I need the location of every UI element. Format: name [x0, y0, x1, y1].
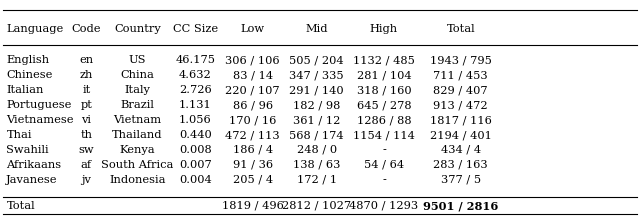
Text: 2.726: 2.726: [179, 85, 212, 95]
Text: Italian: Italian: [6, 85, 44, 95]
Text: 645 / 278: 645 / 278: [356, 100, 412, 110]
Text: 306 / 106: 306 / 106: [225, 56, 280, 65]
Text: zh: zh: [80, 70, 93, 80]
Text: 1132 / 485: 1132 / 485: [353, 56, 415, 65]
Text: Country: Country: [114, 24, 161, 34]
Text: 1819 / 496: 1819 / 496: [222, 201, 284, 211]
Text: 472 / 113: 472 / 113: [225, 130, 280, 140]
Text: Indonesia: Indonesia: [109, 175, 166, 185]
Text: 2194 / 401: 2194 / 401: [430, 130, 492, 140]
Text: 186 / 4: 186 / 4: [233, 145, 273, 155]
Text: -: -: [382, 175, 386, 185]
Text: vi: vi: [81, 115, 92, 125]
Text: 1154 / 114: 1154 / 114: [353, 130, 415, 140]
Text: 281 / 104: 281 / 104: [356, 70, 412, 80]
Text: Total: Total: [447, 24, 475, 34]
Text: Javanese: Javanese: [6, 175, 58, 185]
Text: th: th: [81, 130, 92, 140]
Text: 711 / 453: 711 / 453: [433, 70, 488, 80]
Text: 138 / 63: 138 / 63: [293, 160, 340, 170]
Text: 0.007: 0.007: [179, 160, 212, 170]
Text: Low: Low: [241, 24, 265, 34]
Text: Thai: Thai: [6, 130, 32, 140]
Text: 568 / 174: 568 / 174: [289, 130, 344, 140]
Text: 248 / 0: 248 / 0: [297, 145, 337, 155]
Text: 1.131: 1.131: [179, 100, 212, 110]
Text: 347 / 335: 347 / 335: [289, 70, 344, 80]
Text: 86 / 96: 86 / 96: [233, 100, 273, 110]
Text: 182 / 98: 182 / 98: [293, 100, 340, 110]
Text: 0.440: 0.440: [179, 130, 212, 140]
Text: Swahili: Swahili: [6, 145, 49, 155]
Text: en: en: [79, 56, 93, 65]
Text: pt: pt: [81, 100, 92, 110]
Text: 4870 / 1293: 4870 / 1293: [349, 201, 419, 211]
Text: US: US: [129, 56, 147, 65]
Text: Chinese: Chinese: [6, 70, 52, 80]
Text: 220 / 107: 220 / 107: [225, 85, 280, 95]
Text: 1943 / 795: 1943 / 795: [430, 56, 492, 65]
Text: Thailand: Thailand: [113, 130, 163, 140]
Text: South Africa: South Africa: [101, 160, 174, 170]
Text: English: English: [6, 56, 49, 65]
Text: 377 / 5: 377 / 5: [441, 175, 481, 185]
Text: -: -: [382, 145, 386, 155]
Text: 0.004: 0.004: [179, 175, 212, 185]
Text: 170 / 16: 170 / 16: [229, 115, 276, 125]
Text: Total: Total: [6, 201, 35, 211]
Text: China: China: [121, 70, 154, 80]
Text: it: it: [83, 85, 90, 95]
Text: 291 / 140: 291 / 140: [289, 85, 344, 95]
Text: Italy: Italy: [125, 85, 150, 95]
Text: 0.008: 0.008: [179, 145, 212, 155]
Text: 172 / 1: 172 / 1: [297, 175, 337, 185]
Text: Vietnam: Vietnam: [113, 115, 162, 125]
Text: 2812 / 1027: 2812 / 1027: [282, 201, 351, 211]
Text: 205 / 4: 205 / 4: [233, 175, 273, 185]
Text: 91 / 36: 91 / 36: [233, 160, 273, 170]
Text: jv: jv: [81, 175, 92, 185]
Text: 361 / 12: 361 / 12: [293, 115, 340, 125]
Text: 1.056: 1.056: [179, 115, 212, 125]
Text: 46.175: 46.175: [175, 56, 215, 65]
Text: 318 / 160: 318 / 160: [356, 85, 412, 95]
Text: Language: Language: [6, 24, 63, 34]
Text: Mid: Mid: [305, 24, 328, 34]
Text: 505 / 204: 505 / 204: [289, 56, 344, 65]
Text: 1286 / 88: 1286 / 88: [356, 115, 412, 125]
Text: 1817 / 116: 1817 / 116: [430, 115, 492, 125]
Text: Kenya: Kenya: [120, 145, 156, 155]
Text: High: High: [370, 24, 398, 34]
Text: 9501 / 2816: 9501 / 2816: [423, 200, 499, 211]
Text: 54 / 64: 54 / 64: [364, 160, 404, 170]
Text: CC Size: CC Size: [173, 24, 218, 34]
Text: Code: Code: [72, 24, 101, 34]
Text: Vietnamese: Vietnamese: [6, 115, 74, 125]
Text: af: af: [81, 160, 92, 170]
Text: 4.632: 4.632: [179, 70, 212, 80]
Text: 434 / 4: 434 / 4: [441, 145, 481, 155]
Text: 829 / 407: 829 / 407: [433, 85, 488, 95]
Text: Portuguese: Portuguese: [6, 100, 72, 110]
Text: 83 / 14: 83 / 14: [233, 70, 273, 80]
Text: Afrikaans: Afrikaans: [6, 160, 61, 170]
Text: 913 / 472: 913 / 472: [433, 100, 488, 110]
Text: sw: sw: [79, 145, 94, 155]
Text: Brazil: Brazil: [121, 100, 154, 110]
Text: 283 / 163: 283 / 163: [433, 160, 488, 170]
